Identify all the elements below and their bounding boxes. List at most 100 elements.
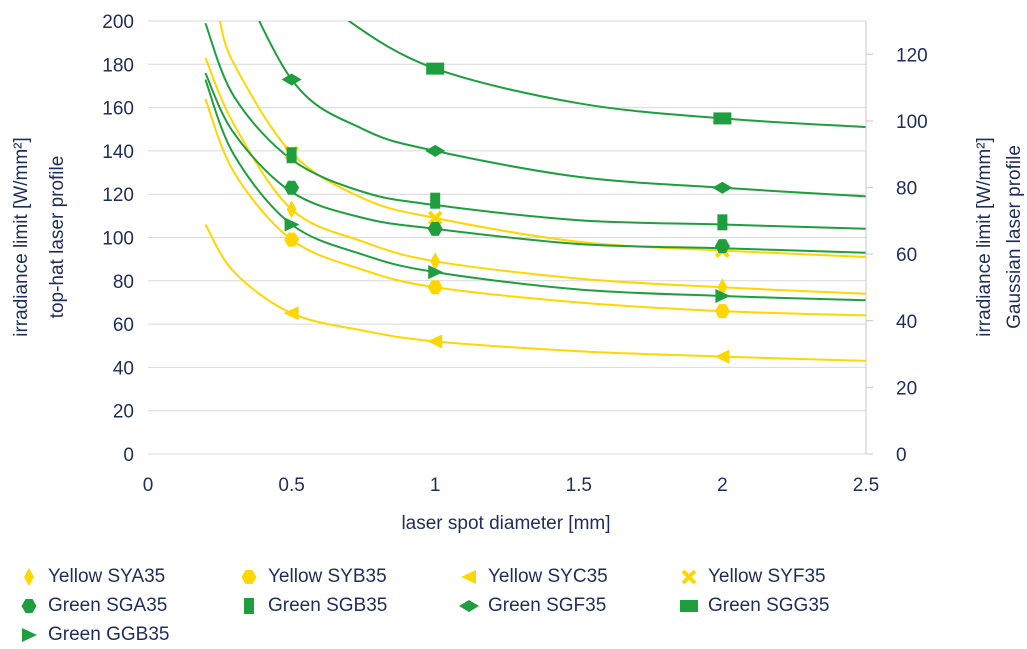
legend-marker-yellow-syf35-shape bbox=[681, 569, 697, 584]
legend-marker-yellow-sya35 bbox=[24, 567, 34, 586]
marker-yellow-syc35-shape bbox=[427, 334, 443, 349]
curve-green-sgb35 bbox=[204, 22, 866, 230]
marker-green-sgb35 bbox=[717, 214, 728, 231]
marker-green-sgb35-shape bbox=[286, 147, 297, 164]
legend-marker-green-sgf35-shape bbox=[459, 599, 479, 612]
x-axis-title: laser spot diameter [mm] bbox=[401, 513, 610, 534]
marker-green-sgf35 bbox=[281, 73, 302, 86]
y-right-tick-label: 40 bbox=[896, 312, 917, 333]
y-right-tick-label: 120 bbox=[896, 45, 928, 66]
marker-green-sgf35 bbox=[425, 144, 446, 157]
marker-green-ggb35 bbox=[284, 217, 300, 232]
legend-label: Green SGF35 bbox=[488, 594, 607, 616]
marker-yellow-sya35 bbox=[430, 252, 441, 271]
x-tick-label: 1 bbox=[430, 475, 441, 496]
marker-yellow-syb35 bbox=[427, 280, 443, 295]
legend-swatch-green-sgb35 bbox=[244, 597, 254, 614]
legend-row: Green SGA35 Green SGB35 Green SGF35 Green S… bbox=[18, 591, 918, 620]
marker-yellow-syc35 bbox=[427, 334, 443, 349]
marker-green-sga35-shape bbox=[714, 239, 730, 254]
y-right-tick-label: 80 bbox=[896, 179, 917, 200]
y-left-axis-title-line1: irradiance limit [W/mm²] bbox=[11, 137, 32, 337]
legend-marker-yellow-syb35 bbox=[241, 569, 257, 584]
y-left-tick-label: 100 bbox=[102, 229, 134, 250]
legend-row: Green GGB35 bbox=[18, 620, 918, 649]
marker-green-sga35-shape bbox=[427, 221, 443, 236]
legend-label: Yellow SYA35 bbox=[48, 565, 166, 587]
legend-marker-yellow-syc35 bbox=[461, 569, 476, 584]
marker-green-sgg35 bbox=[713, 112, 732, 125]
y-left-tick-label: 20 bbox=[113, 402, 134, 423]
legend-item-yellow-syf35: Yellow SYF35 bbox=[678, 566, 898, 588]
x-tick-label: 0.5 bbox=[278, 475, 304, 496]
marker-green-sga35 bbox=[714, 239, 730, 254]
marker-yellow-syc35-shape bbox=[714, 349, 730, 364]
marker-green-ggb35-shape bbox=[428, 265, 444, 280]
marker-yellow-syf35-shape bbox=[427, 210, 443, 226]
marker-yellow-syc35 bbox=[714, 349, 730, 364]
y-left-axis-ticks: 0 20 40 60 80 100 120 140 160 180 200 bbox=[102, 12, 134, 466]
y-left-tick-label: 180 bbox=[102, 55, 134, 76]
chart: 0 0.5 1 1.5 2 2.5 020406080100120140160180200… bbox=[11, 12, 1025, 534]
x-tick-label: 2.5 bbox=[853, 475, 879, 496]
marker-green-ggb35 bbox=[428, 265, 444, 280]
legend-row: Yellow SYA35 Yellow SYB35 Yellow SYC35 Yell… bbox=[18, 562, 918, 591]
x-axis-ticks: 0 0.5 1 1.5 2 2.5 bbox=[143, 475, 880, 496]
marker-green-sga35-shape bbox=[284, 180, 300, 195]
y-left-tick-label: 40 bbox=[113, 358, 134, 379]
legend-item-yellow-syc35: Yellow SYC35 bbox=[458, 566, 678, 588]
marker-yellow-syb35 bbox=[714, 304, 730, 319]
marker-green-sgg35 bbox=[426, 62, 445, 75]
y-left-tick-label: 160 bbox=[102, 99, 134, 120]
y-left-axis-title-line2: top-hat laser profile bbox=[47, 156, 68, 319]
legend-marker-green-ggb35 bbox=[22, 627, 37, 642]
marker-green-sgb35 bbox=[430, 192, 441, 209]
y-right-tick-label: 0 bbox=[896, 445, 907, 466]
y-right-axis-ticks: 0 20 40 60 80 100 120 bbox=[866, 45, 928, 466]
legend-swatch-yellow-syf35 bbox=[681, 569, 697, 584]
series-curves bbox=[204, 21, 866, 362]
legend-marker-green-sgg35 bbox=[680, 599, 698, 612]
y-right-tick-label: 100 bbox=[896, 112, 928, 133]
marker-yellow-syb35-shape bbox=[714, 304, 730, 319]
legend-marker-yellow-syc35-shape bbox=[461, 569, 476, 584]
legend-label: Green SGA35 bbox=[48, 594, 168, 616]
y-left-tick-label: 80 bbox=[113, 272, 134, 293]
legend-swatch-green-sgf35 bbox=[459, 599, 479, 612]
legend-swatch-green-sgg35 bbox=[680, 599, 698, 612]
legend-marker-green-sga35 bbox=[21, 598, 37, 613]
marker-green-sgf35-shape bbox=[281, 73, 302, 86]
legend-marker-yellow-syf35 bbox=[681, 569, 697, 584]
legend-marker-green-sgg35-shape bbox=[680, 599, 698, 612]
legend-item-green-sga35: Green SGA35 bbox=[18, 595, 238, 617]
legend-marker-yellow-syb35-shape bbox=[241, 569, 257, 584]
legend-marker-green-sgb35 bbox=[244, 597, 254, 614]
marker-yellow-syb35-shape bbox=[427, 280, 443, 295]
legend-swatch-yellow-syb35 bbox=[241, 569, 257, 584]
legend-marker-green-sgf35 bbox=[459, 599, 479, 612]
legend-marker-green-sga35-shape bbox=[21, 598, 37, 613]
legend-marker-yellow-sya35-shape bbox=[24, 567, 34, 586]
marker-green-ggb35 bbox=[715, 288, 731, 303]
legend-item-green-sgg35: Green SGG35 bbox=[678, 595, 898, 617]
curve-green-sgf35 bbox=[258, 21, 866, 198]
marker-green-sgg35-shape bbox=[426, 62, 445, 75]
legend-label: Green GGB35 bbox=[48, 623, 170, 645]
legend-marker-green-sgb35-shape bbox=[244, 597, 254, 614]
y-right-tick-label: 60 bbox=[896, 245, 917, 266]
y-left-tick-label: 60 bbox=[113, 315, 134, 336]
x-tick-label: 0 bbox=[143, 475, 154, 496]
y-left-tick-label: 200 bbox=[102, 12, 134, 33]
y-left-tick-label: 0 bbox=[123, 445, 134, 466]
legend-marker-green-ggb35-shape bbox=[22, 627, 37, 642]
legend-item-yellow-syb35: Yellow SYB35 bbox=[238, 566, 458, 588]
legend-label: Yellow SYC35 bbox=[488, 565, 608, 587]
curve-green-sgg35 bbox=[347, 21, 866, 129]
legend-item-yellow-sya35: Yellow SYA35 bbox=[18, 566, 238, 588]
marker-green-sga35 bbox=[427, 221, 443, 236]
marker-yellow-syb35 bbox=[284, 232, 300, 247]
series-markers bbox=[281, 62, 733, 364]
marker-yellow-syb35-shape bbox=[284, 232, 300, 247]
legend-label: Green SGG35 bbox=[708, 594, 830, 616]
marker-yellow-sya35-shape bbox=[430, 252, 441, 271]
